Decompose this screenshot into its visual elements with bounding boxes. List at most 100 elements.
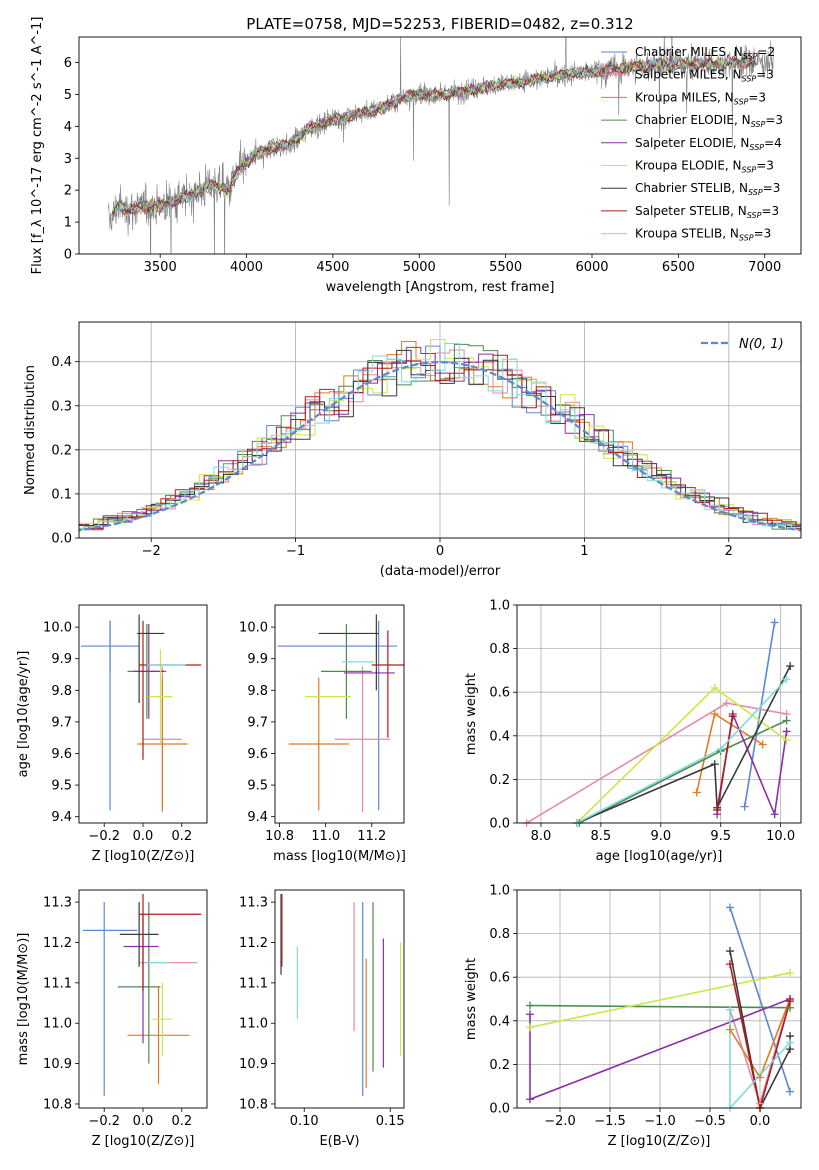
weight-marker — [728, 712, 737, 721]
weight-marker — [740, 802, 749, 811]
x-tick-label: 10.8 — [265, 829, 294, 844]
weight-marker — [786, 1087, 794, 1096]
x-tick-label: 3500 — [144, 260, 177, 275]
x-tick-label: 4000 — [230, 260, 263, 275]
weight-marker — [758, 740, 767, 749]
histogram-kroupa-stelib — [79, 343, 801, 530]
legend-label: Chabrier ELODIE, NSSP=3 — [635, 113, 783, 129]
panel-age_vs_Z: −0.2 0.0 0.2 9.4 9.5 9.6 9.7 9.8 9.9 10.0 Z [log10… — [16, 604, 208, 864]
x-tick-label: −0.2 — [88, 829, 120, 844]
x-axis-label: E(B-V) — [319, 1134, 359, 1149]
x-tick-label: −2.0 — [544, 1114, 576, 1129]
weight-marker — [770, 618, 779, 627]
y-tick-label: 0.6 — [489, 971, 510, 986]
weight-marker — [726, 960, 734, 969]
weight-line-chabrier-miles — [729, 907, 791, 1092]
weight-line-chabrier-miles — [743, 622, 776, 807]
weight-marker — [710, 683, 719, 692]
panel-mass_vs_ebv: 0.10 0.15 10.8 10.9 11.0 11.1 11.2 11.3 E(B-V) — [239, 889, 405, 1149]
legend-label: Kroupa ELODIE, NSSP=3 — [635, 159, 774, 175]
y-tick-label: 10.9 — [239, 1057, 268, 1072]
y-tick-label: 11.3 — [239, 896, 268, 911]
x-tick-label: 0.2 — [171, 1114, 192, 1129]
legend: Chabrier MILES, NSSP=2 Salpeter MILES, NS… — [601, 45, 783, 243]
x-tick-label: 0.2 — [171, 829, 192, 844]
histogram-salpeter-stelib — [79, 354, 801, 530]
y-tick-label: 0.2 — [489, 773, 510, 788]
y-tick-label: 11.2 — [239, 936, 268, 951]
y-tick-label: 9.9 — [247, 652, 268, 667]
y-tick-label: 10.0 — [43, 621, 72, 636]
legend-label: Salpeter ELODIE, NSSP=4 — [635, 136, 782, 152]
y-tick-label: 0.6 — [489, 686, 510, 701]
y-tick-label: 9.9 — [51, 652, 72, 667]
weight-line-kroupa-stelib — [729, 1009, 791, 1108]
weight-marker — [710, 760, 719, 769]
x-tick-label: 2 — [725, 544, 733, 559]
y-tick-label: 11.0 — [43, 1017, 72, 1032]
y-tick-label: 11.2 — [43, 936, 72, 951]
panel-mass_vs_Z: −0.2 0.0 0.2 10.8 10.9 11.0 11.1 11.2 11.3 Z [log… — [16, 889, 208, 1149]
weight-marker — [722, 699, 731, 708]
weight-marker — [726, 947, 734, 956]
weight-marker — [692, 788, 701, 797]
y-axis-label: Flux [f_λ 10^-17 erg cm^-2 s^-1 A^-1] — [30, 17, 45, 275]
y-tick-label: 9.6 — [51, 747, 72, 762]
y-tick-label: 0.8 — [489, 642, 510, 657]
y-tick-label: 11.1 — [43, 976, 72, 991]
y-axis-label: mass weight — [464, 958, 479, 1040]
weight-marker — [786, 1038, 794, 1047]
weight-marker — [526, 1095, 534, 1104]
x-tick-label: 11.2 — [357, 829, 386, 844]
y-tick-label: 0.4 — [51, 355, 72, 370]
y-tick-label: 0.0 — [489, 1102, 510, 1117]
panel-age_vs_mass: 10.8 11.0 11.2 9.4 9.5 9.6 9.7 9.8 9.9 10.0 mass [… — [239, 604, 406, 864]
y-tick-label: 9.6 — [247, 747, 268, 762]
plot-area — [277, 614, 404, 812]
y-tick-label: 9.5 — [51, 779, 72, 794]
y-tick-label: 0.2 — [51, 443, 72, 458]
axes-frame — [78, 889, 208, 1109]
normal-curve — [79, 360, 801, 532]
y-tick-label: 9.8 — [51, 684, 72, 699]
y-tick-label: 10.0 — [239, 621, 268, 636]
x-tick-label: 0.10 — [290, 1114, 319, 1129]
legend-label: Chabrier STELIB, NSSP=3 — [635, 181, 780, 197]
x-axis-label: Z [log10(Z/Z⊙)] — [608, 1134, 711, 1149]
x-tick-label: 9.5 — [710, 829, 731, 844]
x-tick-label: 6500 — [662, 260, 695, 275]
x-tick-label: 8.5 — [591, 829, 612, 844]
weight-marker — [526, 1010, 534, 1019]
axes-frame — [274, 604, 405, 824]
y-tick-label: 0.0 — [489, 817, 510, 832]
x-tick-label: 11.0 — [311, 829, 340, 844]
weight-marker — [786, 968, 794, 977]
y-tick-label: 11.0 — [239, 1017, 268, 1032]
weight-marker — [726, 1025, 734, 1034]
x-tick-label: 0 — [436, 544, 444, 559]
y-tick-label: 11.1 — [239, 976, 268, 991]
weight-marker — [786, 662, 795, 671]
x-tick-label: 10.0 — [766, 829, 795, 844]
x-tick-label: 9.0 — [650, 829, 671, 844]
x-axis-label: (data-model)/error — [380, 564, 501, 579]
y-tick-label: 9.7 — [51, 715, 72, 730]
x-tick-label: 0.0 — [133, 829, 154, 844]
y-tick-label: 9.4 — [247, 810, 268, 825]
y-tick-label: 4 — [64, 120, 72, 135]
weight-marker — [782, 716, 791, 725]
axes-frame — [78, 321, 802, 539]
axes-frame — [516, 604, 802, 824]
x-axis-label: Z [log10(Z/Z⊙)] — [92, 1134, 195, 1149]
y-tick-label: 2 — [64, 184, 72, 199]
x-tick-label: 7000 — [748, 260, 781, 275]
y-tick-label: 0 — [64, 248, 72, 263]
weight-line-chabrier-elodie — [529, 1004, 791, 1009]
y-tick-label: 3 — [64, 152, 72, 167]
y-tick-label: 9.7 — [247, 715, 268, 730]
model-spectrum-salpeter-elodie — [111, 54, 756, 221]
x-tick-label: −0.2 — [88, 1114, 120, 1129]
axes-frame — [516, 889, 802, 1109]
y-tick-label: 9.5 — [247, 779, 268, 794]
